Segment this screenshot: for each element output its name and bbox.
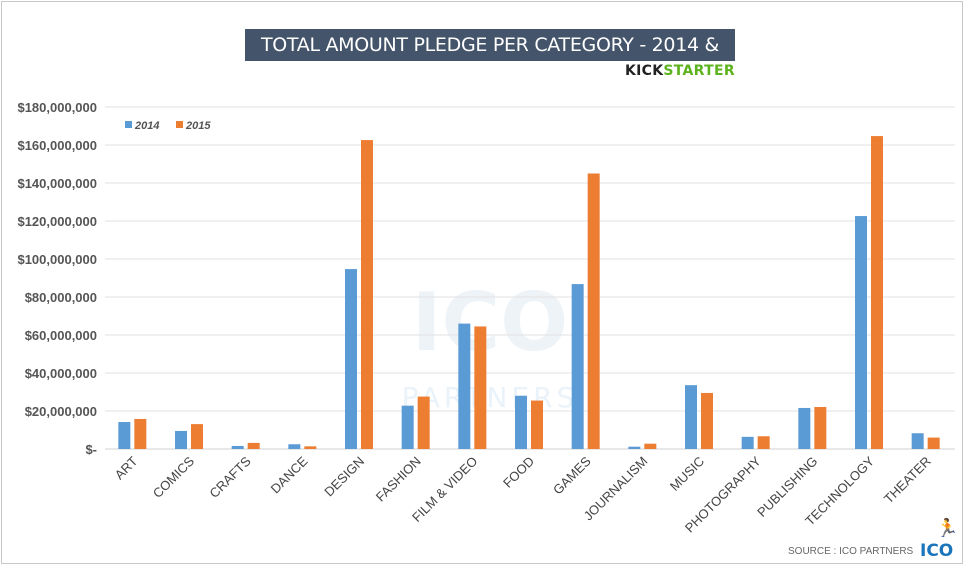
bar-2014 bbox=[515, 395, 527, 449]
y-tick-label: $80,000,000 bbox=[25, 290, 97, 305]
bar-2014 bbox=[855, 216, 867, 449]
chart-title: TOTAL AMOUNT PLEDGE PER CATEGORY - 2014 … bbox=[245, 29, 735, 88]
bar-2015 bbox=[927, 437, 940, 449]
legend-label-2014: 2014 bbox=[134, 120, 159, 132]
bar-2015 bbox=[247, 442, 260, 449]
y-tick-label: $120,000,000 bbox=[17, 214, 97, 229]
y-tick-label: $20,000,000 bbox=[25, 404, 97, 419]
x-tick-label: ART bbox=[112, 453, 141, 482]
bar-2015 bbox=[474, 326, 487, 449]
x-tick-label: THEATER bbox=[881, 454, 934, 507]
bar-2015 bbox=[701, 392, 713, 449]
bar-2014 bbox=[118, 422, 131, 449]
y-tick-label: $100,000,000 bbox=[17, 252, 97, 267]
bar-2015 bbox=[757, 436, 770, 449]
bar-2015 bbox=[304, 446, 317, 449]
bar-2014 bbox=[288, 444, 301, 449]
x-tick-label: DANCE bbox=[268, 453, 311, 496]
bar-2014 bbox=[401, 405, 414, 449]
y-tick-label: $40,000,000 bbox=[25, 366, 97, 381]
bar-2015 bbox=[814, 407, 827, 449]
bar-2015 bbox=[587, 173, 600, 449]
x-tick-label: COMICS bbox=[150, 453, 198, 501]
bar-2014 bbox=[685, 385, 697, 449]
legend-swatch-2015 bbox=[176, 121, 183, 128]
bar-2014 bbox=[458, 323, 471, 449]
watermark-logo: ICO bbox=[412, 276, 568, 369]
bar-2015 bbox=[191, 424, 203, 449]
y-tick-label: $140,000,000 bbox=[17, 176, 97, 191]
logo-part-kick: KICK bbox=[625, 63, 664, 79]
legend-swatch-2014 bbox=[125, 121, 132, 128]
ico-logo: ICO bbox=[920, 541, 954, 561]
bar-2014 bbox=[175, 430, 187, 449]
bar-2014 bbox=[741, 436, 754, 449]
bar-2014 bbox=[571, 284, 584, 449]
legend-label-2015: 2015 bbox=[185, 120, 211, 132]
y-tick-label: $160,000,000 bbox=[17, 138, 97, 153]
source-note: SOURCE : ICO PARTNERS bbox=[788, 546, 914, 557]
bar-2015 bbox=[531, 400, 543, 449]
logo-part-starter: STARTER bbox=[663, 63, 735, 79]
bar-2015 bbox=[871, 136, 883, 449]
bar-2015 bbox=[644, 443, 657, 449]
y-tick-label: $180,000,000 bbox=[17, 100, 97, 115]
runner-icon: 🏃 bbox=[936, 518, 959, 538]
bar-2014 bbox=[231, 445, 244, 449]
bar-2015 bbox=[134, 418, 147, 449]
x-tick-label: FASHION bbox=[373, 454, 424, 505]
x-tick-label: CRAFTS bbox=[206, 453, 254, 501]
bar-2015 bbox=[361, 140, 373, 449]
bar-2014 bbox=[911, 433, 924, 449]
bar-2014 bbox=[628, 446, 641, 449]
x-tick-label: FOOD bbox=[500, 454, 537, 491]
y-tick-label: $60,000,000 bbox=[25, 328, 97, 343]
x-tick-label: GAMES bbox=[550, 453, 594, 497]
kickstarter-logo: KICKSTARTER bbox=[625, 63, 735, 79]
y-tick-label: $- bbox=[85, 442, 97, 457]
x-tick-label: MUSIC bbox=[667, 454, 707, 494]
watermark-subtitle: PARTNERS bbox=[402, 381, 579, 414]
x-tick-label: DESIGN bbox=[321, 454, 367, 500]
bar-2015 bbox=[417, 396, 430, 449]
bar-2014 bbox=[798, 407, 811, 449]
bar-2014 bbox=[345, 269, 357, 449]
